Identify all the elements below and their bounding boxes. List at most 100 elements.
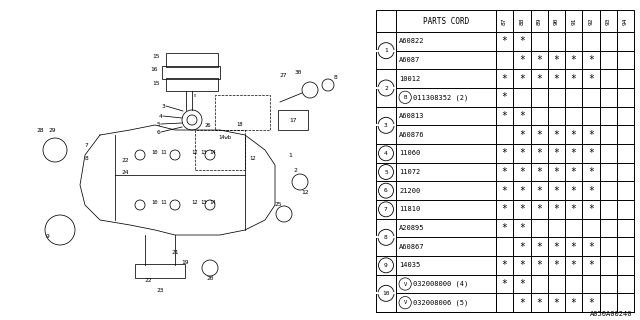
Text: *: * xyxy=(588,148,594,158)
Text: 8: 8 xyxy=(84,156,88,161)
Text: 28: 28 xyxy=(36,127,44,132)
Text: 13: 13 xyxy=(201,149,207,155)
Text: *: * xyxy=(554,55,559,65)
Text: 14035: 14035 xyxy=(399,262,420,268)
Text: 14: 14 xyxy=(210,199,216,204)
Text: *: * xyxy=(519,74,525,84)
Text: 92: 92 xyxy=(588,17,593,25)
Text: *: * xyxy=(519,279,525,289)
Text: *: * xyxy=(571,204,577,214)
Circle shape xyxy=(378,80,394,96)
Text: *: * xyxy=(588,55,594,65)
Text: 7: 7 xyxy=(84,142,88,148)
Text: 15: 15 xyxy=(152,81,160,85)
Text: 88: 88 xyxy=(520,17,524,25)
Text: *: * xyxy=(519,204,525,214)
Text: 11810: 11810 xyxy=(399,206,420,212)
Text: *: * xyxy=(554,298,559,308)
Text: *: * xyxy=(588,186,594,196)
Text: *: * xyxy=(536,167,542,177)
Text: 94: 94 xyxy=(623,17,628,25)
Text: 14: 14 xyxy=(210,149,216,155)
Text: *: * xyxy=(554,204,559,214)
Text: *: * xyxy=(519,111,525,121)
Text: *: * xyxy=(571,167,577,177)
Text: *: * xyxy=(536,74,542,84)
Text: *: * xyxy=(502,260,508,270)
Text: A050A00240: A050A00240 xyxy=(589,311,632,317)
Text: *: * xyxy=(554,260,559,270)
Circle shape xyxy=(378,229,394,245)
Text: A60867: A60867 xyxy=(399,244,424,250)
Bar xyxy=(215,95,270,130)
Text: 1: 1 xyxy=(384,48,388,53)
Text: 21: 21 xyxy=(172,250,179,254)
Text: *: * xyxy=(519,260,525,270)
Text: *: * xyxy=(502,74,508,84)
Text: 10: 10 xyxy=(152,199,158,204)
Text: 2: 2 xyxy=(384,85,388,91)
Text: 22: 22 xyxy=(121,157,129,163)
Text: 1: 1 xyxy=(288,153,292,157)
Text: *: * xyxy=(536,242,542,252)
Text: *: * xyxy=(502,111,508,121)
Text: *: * xyxy=(571,242,577,252)
Text: 26: 26 xyxy=(205,123,211,127)
Text: 12: 12 xyxy=(192,149,198,155)
Text: 30: 30 xyxy=(294,69,301,75)
Text: 27: 27 xyxy=(279,73,287,77)
Text: *: * xyxy=(554,130,559,140)
Text: 11072: 11072 xyxy=(399,169,420,175)
Text: *: * xyxy=(554,242,559,252)
Text: *: * xyxy=(536,186,542,196)
Text: *: * xyxy=(571,55,577,65)
Text: 15: 15 xyxy=(152,53,160,59)
Text: *: * xyxy=(554,186,559,196)
Text: 90: 90 xyxy=(554,17,559,25)
Text: 23: 23 xyxy=(156,287,164,292)
Text: 8: 8 xyxy=(384,235,388,240)
Text: *: * xyxy=(519,298,525,308)
Text: 19: 19 xyxy=(181,260,189,265)
Text: 11: 11 xyxy=(161,149,167,155)
Text: *: * xyxy=(519,130,525,140)
Text: 25: 25 xyxy=(275,203,282,207)
Bar xyxy=(166,78,218,91)
Circle shape xyxy=(378,183,394,198)
Text: PARTS CORD: PARTS CORD xyxy=(423,17,469,26)
Text: *: * xyxy=(588,204,594,214)
Text: V: V xyxy=(404,300,407,305)
Text: *: * xyxy=(536,298,542,308)
Text: *: * xyxy=(536,55,542,65)
Bar xyxy=(195,130,245,170)
Text: *: * xyxy=(519,186,525,196)
Text: *: * xyxy=(519,167,525,177)
Text: 12: 12 xyxy=(250,156,256,161)
Circle shape xyxy=(378,164,394,180)
Circle shape xyxy=(378,146,394,161)
Text: *: * xyxy=(571,298,577,308)
Text: *: * xyxy=(502,148,508,158)
Text: V: V xyxy=(404,282,407,286)
Text: *: * xyxy=(536,204,542,214)
Text: *: * xyxy=(519,36,525,46)
Text: 5: 5 xyxy=(384,170,388,174)
Text: *: * xyxy=(536,260,542,270)
Text: 10: 10 xyxy=(152,149,158,155)
Text: *: * xyxy=(502,223,508,233)
Text: 3: 3 xyxy=(161,103,165,108)
Text: 10012: 10012 xyxy=(399,76,420,82)
Text: 17: 17 xyxy=(289,117,297,123)
Text: 7: 7 xyxy=(384,207,388,212)
Circle shape xyxy=(378,117,394,133)
Text: 89: 89 xyxy=(536,17,541,25)
Text: *: * xyxy=(571,130,577,140)
Text: 2: 2 xyxy=(293,167,297,172)
Text: A60813: A60813 xyxy=(399,113,424,119)
Text: 11060: 11060 xyxy=(399,150,420,156)
Bar xyxy=(162,66,220,79)
Text: *: * xyxy=(571,186,577,196)
Text: 4: 4 xyxy=(158,114,162,118)
Text: ◦: ◦ xyxy=(193,93,197,99)
Circle shape xyxy=(378,258,394,273)
